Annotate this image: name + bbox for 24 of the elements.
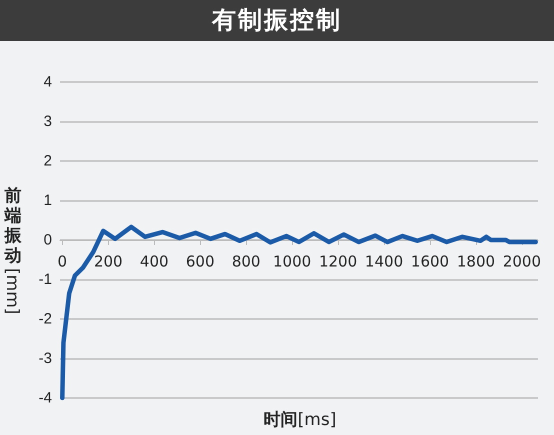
x-tick-label: 1000: [273, 252, 312, 270]
y-tick-label: -2: [38, 310, 52, 328]
line-series: [60, 224, 538, 400]
x-tick-label: 600: [186, 252, 215, 270]
y-tick-label: -4: [38, 390, 52, 406]
x-tick-label: 200: [94, 252, 123, 270]
x-axis-title: 时间[ms]: [264, 410, 336, 430]
x-tick-label: 1600: [410, 252, 450, 270]
y-tick-label: -3: [38, 350, 52, 367]
y-tick-label: 2: [44, 152, 52, 170]
x-tick-label: 1200: [318, 252, 358, 270]
x-tick-label: 1400: [364, 252, 404, 270]
x-tick-label: 400: [140, 252, 169, 270]
y-tick-label: -1: [38, 271, 52, 288]
y-tick-label: 1: [44, 192, 52, 209]
x-tick-label: 2000: [502, 252, 542, 270]
y-axis-title: 前端振动[mm]: [2, 186, 23, 314]
y-tick-label: 3: [44, 113, 52, 130]
y-tick-label: 4: [44, 74, 52, 90]
x-tick-label: 800: [232, 252, 260, 270]
x-tick-label: 0: [58, 252, 68, 270]
y-tick-label: 0: [44, 232, 52, 248]
chart-title: 有制振控制: [0, 0, 554, 41]
x-tick-label: 1800: [456, 252, 496, 270]
